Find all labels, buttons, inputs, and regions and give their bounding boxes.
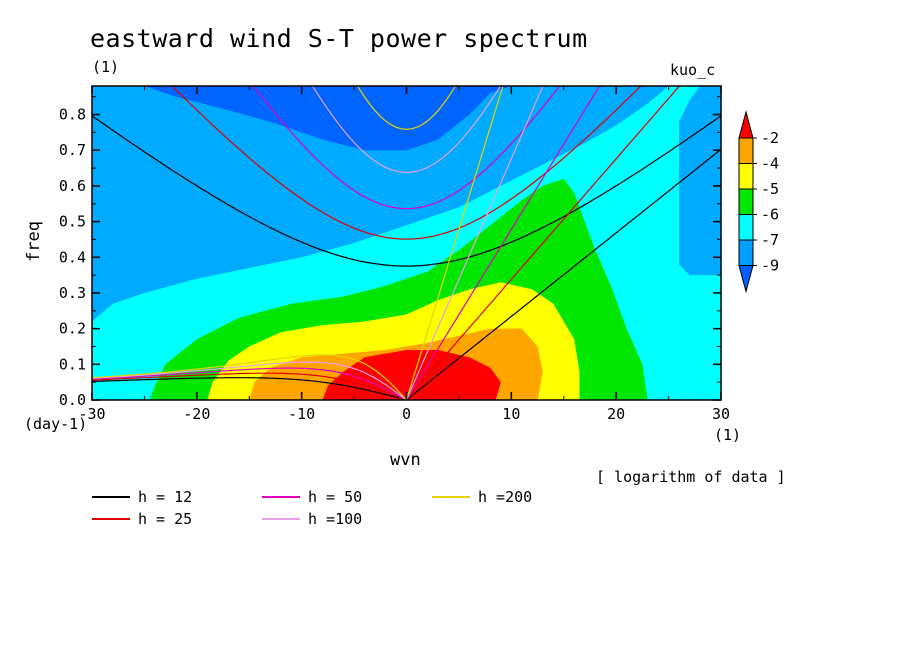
legend-swatch xyxy=(432,496,470,498)
colorbar-label: -7 xyxy=(761,231,779,249)
axes: -30 -20 -10 0 10 20 30 0.0 0.1 0.2 0.3 0.4 0.5 0.6 0.7… xyxy=(59,85,730,423)
contour-fills xyxy=(92,86,721,400)
rossby-curve-h12 xyxy=(92,377,407,400)
kelvin-curve-h50 xyxy=(405,86,601,400)
legend-swatch xyxy=(262,518,300,520)
colorbar-label: -2 xyxy=(761,129,779,147)
colorbar-label: -9 xyxy=(761,257,779,275)
colorbar-swatch xyxy=(738,188,754,215)
gravity-curve-h50 xyxy=(252,86,561,210)
y-axis-label: freq xyxy=(24,221,44,262)
x-tick-label: -10 xyxy=(288,405,315,423)
x-tick-label: 20 xyxy=(607,405,625,423)
x-tick-label: -20 xyxy=(183,405,210,423)
colorbar-label: -4 xyxy=(761,155,779,173)
legend-swatch xyxy=(262,496,300,498)
x-unit-label: (1) xyxy=(714,426,742,444)
colorbar-top-triangle xyxy=(738,110,754,139)
gravity-curve-h12 xyxy=(92,115,721,267)
legend-label: h = 50 xyxy=(308,488,363,506)
y-unit-label: (day-1) xyxy=(24,415,88,433)
x-tick-label: 10 xyxy=(502,405,520,423)
kelvin-curve-h200 xyxy=(405,86,504,400)
legend-label: h =100 xyxy=(308,510,363,528)
legend-label: h = 12 xyxy=(138,488,193,506)
colorbar-swatch xyxy=(738,137,754,164)
gravity-curve-h100 xyxy=(311,86,502,174)
colorbar-bottom-triangle xyxy=(738,265,754,294)
colorbar-swatch xyxy=(738,239,754,266)
kelvin-curve-h12 xyxy=(406,148,721,400)
x-tick-label: 0 xyxy=(402,405,411,423)
region-deep-blue xyxy=(144,86,512,151)
chart-subtitle-right: kuo_c xyxy=(670,61,716,79)
dispersion-curves xyxy=(92,86,721,400)
rossby-curve-h200 xyxy=(92,354,407,400)
region-red xyxy=(322,350,501,400)
kelvin-curve-h25 xyxy=(406,86,681,400)
x-axis-label: wvn xyxy=(390,450,421,470)
colorbar-swatch xyxy=(738,163,754,190)
chart-subtitle-left: (1) xyxy=(92,58,120,76)
legend-swatch xyxy=(92,518,130,520)
gravity-curve-h25 xyxy=(171,86,642,240)
y-tick-label: 0.4 xyxy=(59,248,86,266)
x-tick-label: -30 xyxy=(78,405,105,423)
y-tick-label: 0.1 xyxy=(59,355,86,373)
legend-label: h = 25 xyxy=(138,510,193,528)
region-blue-corner xyxy=(700,86,721,129)
colorbar: -2 -4 -5 -6 -7 -9 xyxy=(738,110,779,294)
y-tick-label: 0.0 xyxy=(59,391,86,409)
colorbar-label: -5 xyxy=(761,180,779,198)
y-tick-label: 0.3 xyxy=(59,284,86,302)
rossby-curve-h100 xyxy=(92,361,407,400)
x-tick-label: 30 xyxy=(712,405,730,423)
y-tick-label: 0.6 xyxy=(59,177,86,195)
y-tick-label: 0.2 xyxy=(59,320,86,338)
kelvin-curve-h100 xyxy=(405,86,544,400)
colorbar-swatch xyxy=(738,214,754,241)
y-tick-label: 0.5 xyxy=(59,213,86,231)
chart-title: eastward wind S-T power spectrum xyxy=(90,24,588,53)
legend-label: h =200 xyxy=(478,488,533,506)
rossby-curve-h25 xyxy=(92,372,407,400)
y-tick-label: 0.7 xyxy=(59,141,86,159)
legend-swatch xyxy=(92,496,130,498)
gravity-curve-h200 xyxy=(356,86,457,131)
rossby-curve-h50 xyxy=(92,367,407,400)
colorbar-label: -6 xyxy=(761,206,779,224)
y-tick-label: 0.8 xyxy=(59,106,86,124)
log-note: [ logarithm of data ] xyxy=(596,468,786,486)
